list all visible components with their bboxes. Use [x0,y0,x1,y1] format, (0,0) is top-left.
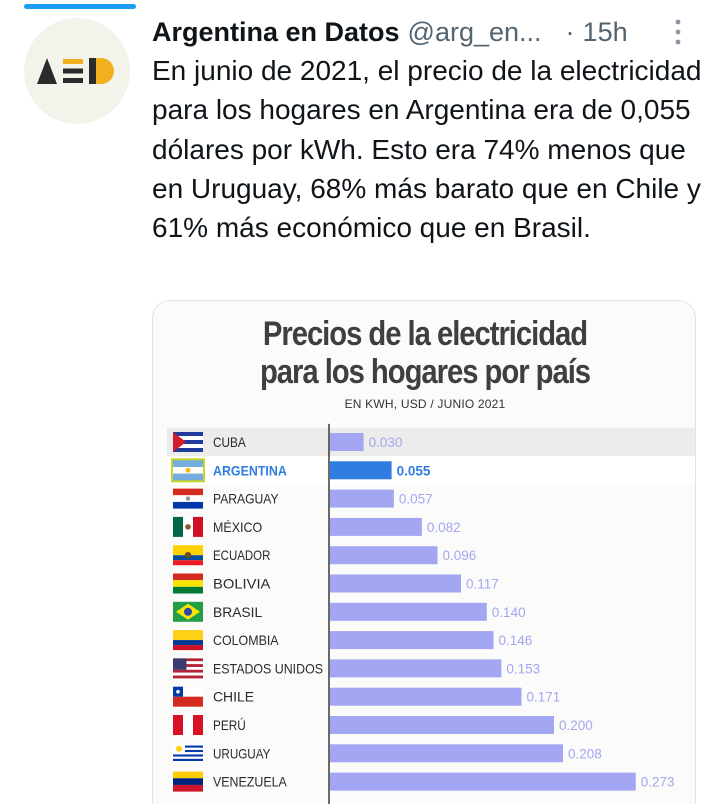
tweet-header: Argentina en Datos @arg_en... · 15h [152,12,712,52]
value-label: 0.117 [466,577,499,592]
category-label: URUGUAY [213,745,271,761]
peru-flag-icon [173,715,203,735]
chart-title-line1: Precios de la electricidad [262,315,588,353]
bar [330,602,487,621]
bar [330,574,462,593]
category-label: ECUADOR [213,547,270,563]
tweet-text: En junio de 2021, el precio de la electr… [152,55,702,244]
bar [330,489,394,508]
value-label: 0.273 [641,775,675,790]
category-label: BRASIL [213,604,262,620]
category-label: VENEZUELA [213,774,287,790]
bar [330,546,438,565]
bar [330,461,392,480]
paraguay-flag-icon [173,488,203,509]
tweet-time[interactable]: 15h [582,16,628,47]
author-name[interactable]: Argentina en Datos [152,16,400,47]
category-label: BOLIVIA [213,576,271,592]
category-label: PERÚ [213,717,246,733]
value-label: 0.208 [568,746,602,761]
value-label: 0.146 [499,633,533,648]
bar [330,433,364,451]
category-label: MÉXICO [213,519,262,535]
value-label: 0.140 [492,605,526,620]
category-label: CUBA [213,434,246,450]
venezuela-flag-icon [173,771,203,792]
category-label: ARGENTINA [213,462,287,478]
category-label: COLOMBIA [213,632,279,648]
value-label: 0.171 [527,690,561,705]
value-label: 0.153 [506,661,540,676]
value-label: 0.096 [443,548,477,563]
timeline-indicator [24,4,136,9]
highlight-row [167,456,695,485]
more-vertical-icon[interactable] [674,18,682,46]
separator: · [565,16,575,47]
chart-title-line2: para los hogares por país [259,353,591,391]
value-label: 0.057 [399,492,433,507]
chile-flag-icon [173,686,203,707]
argentina-flag-icon [171,458,205,483]
colombia-flag-icon [173,630,203,651]
category-label: ESTADOS UNIDOS [213,660,323,676]
category-label: CHILE [213,689,254,705]
category-label: PARAGUAY [213,491,279,507]
value-label: 0.030 [369,435,403,450]
author-handle[interactable]: @arg_en... [407,16,542,47]
avatar[interactable] [24,18,130,124]
bar [330,772,636,791]
brasil-flag-icon [173,601,203,622]
bar-chart: CUBA 0.030 ARGENTINA 0.055 PARAGUAY 0.057 MÉXI… [167,423,695,804]
bar [330,631,494,650]
value-label: 0.055 [397,463,431,478]
bar [330,744,563,763]
bar [330,659,502,678]
bar [330,687,522,706]
ecuador-flag-icon [173,545,203,566]
mexico-flag-icon [173,516,203,537]
bar [330,716,554,734]
uruguay-flag-icon [173,743,203,764]
bar [330,517,422,536]
chart-subtitle: EN KWH, USD / JUNIO 2021 [344,397,506,411]
cuba-flag-icon [173,432,203,452]
aed-logo-icon [37,58,114,84]
row-band [167,427,695,457]
bolivia-flag-icon [173,573,203,594]
usa-flag-icon [173,658,203,679]
media-card[interactable]: Precios de la electricidad para los hoga… [152,300,696,804]
value-label: 0.082 [427,520,461,535]
value-label: 0.200 [559,718,593,733]
